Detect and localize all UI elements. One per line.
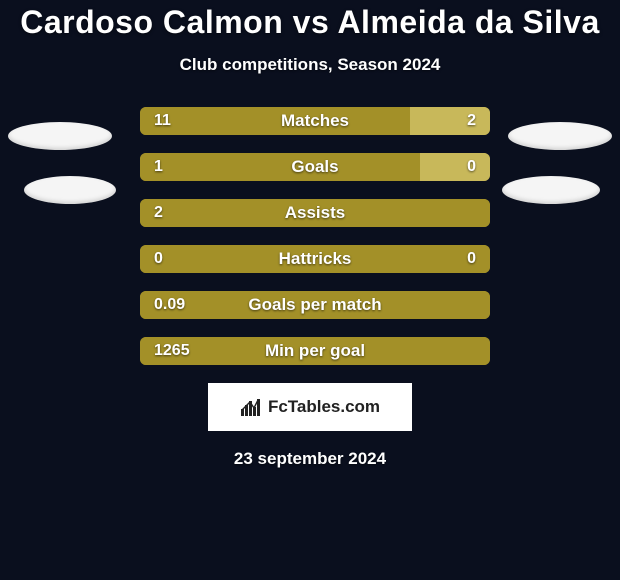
bar-left [140, 199, 490, 227]
stat-row: 1265Min per goal [10, 337, 610, 365]
bar-left [140, 337, 490, 365]
stat-row: 10Goals [10, 153, 610, 181]
bar-track [140, 199, 490, 227]
comparison-chart: 112Matches 10Goals 2Assists 00Hattricks 0.09… [10, 107, 610, 365]
stat-value-left: 1265 [154, 337, 190, 365]
stat-value-right: 2 [140, 107, 476, 135]
bar-left [140, 291, 490, 319]
stat-value-left: 0.09 [154, 291, 185, 319]
stat-value-right: 0 [140, 153, 476, 181]
bar-track [140, 291, 490, 319]
subtitle: Club competitions, Season 2024 [0, 55, 620, 75]
stat-row: 112Matches [10, 107, 610, 135]
stat-row: 00Hattricks [10, 245, 610, 273]
stat-value-left: 2 [154, 199, 163, 227]
stat-value-right: 0 [140, 245, 476, 273]
stat-row: 0.09Goals per match [10, 291, 610, 319]
source-badge-text: FcTables.com [268, 397, 380, 417]
stat-row: 2Assists [10, 199, 610, 227]
bar-track [140, 337, 490, 365]
bars-icon [240, 397, 262, 417]
page-title: Cardoso Calmon vs Almeida da Silva [0, 4, 620, 41]
source-badge: FcTables.com [208, 383, 412, 431]
comparison-infographic: Cardoso Calmon vs Almeida da Silva Club … [0, 0, 620, 469]
date-label: 23 september 2024 [0, 449, 620, 469]
